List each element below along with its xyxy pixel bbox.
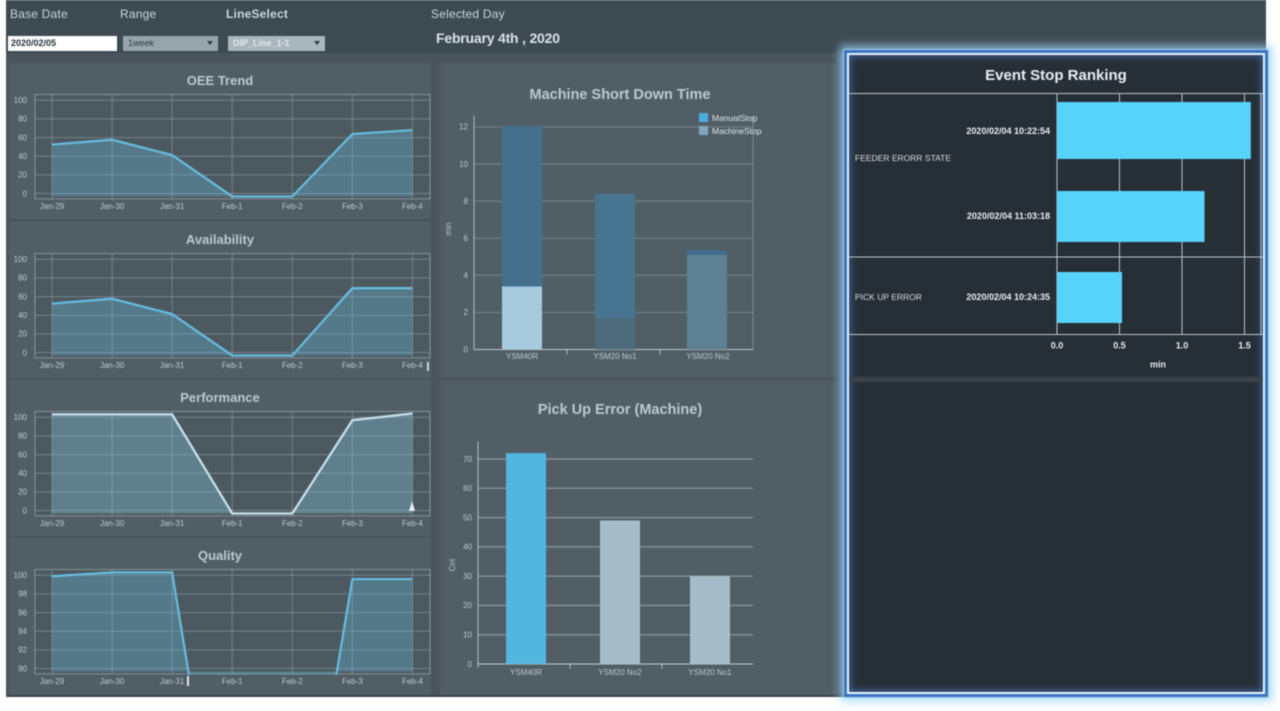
svg-text:YSM20 No2: YSM20 No2 [598,668,642,677]
svg-text:Pick Up Error (Machine): Pick Up Error (Machine) [538,402,703,418]
svg-text:0: 0 [23,348,28,357]
svg-text:Feb-3: Feb-3 [342,519,363,528]
svg-text:YSM20 No1: YSM20 No1 [593,352,637,361]
svg-text:min: min [444,223,453,236]
svg-text:FEEDER ERORR STATE: FEEDER ERORR STATE [855,153,951,163]
svg-text:80: 80 [18,115,27,124]
svg-text:20: 20 [463,601,472,610]
svg-text:Availability: Availability [186,232,255,247]
svg-text:92: 92 [18,646,27,655]
svg-text:Feb-3: Feb-3 [342,677,363,686]
svg-text:YSM20 No1: YSM20 No1 [688,668,732,677]
svg-text:80: 80 [18,274,27,283]
svg-text:Feb-1: Feb-1 [222,202,243,211]
svg-text:Jan-30: Jan-30 [100,677,125,686]
svg-text:YSM20 No2: YSM20 No2 [686,352,730,361]
svg-text:Feb-2: Feb-2 [282,519,303,528]
svg-text:60: 60 [18,133,27,142]
svg-text:90: 90 [18,664,27,673]
svg-text:98: 98 [18,590,27,599]
svg-text:Feb-2: Feb-2 [282,202,303,211]
svg-text:min: min [1150,360,1166,370]
svg-text:10: 10 [459,160,468,169]
svg-text:60: 60 [18,450,27,459]
svg-text:Jan-31: Jan-31 [160,677,185,686]
svg-text:1.0: 1.0 [1176,341,1189,351]
svg-text:40: 40 [18,469,27,478]
svg-text:20: 20 [18,330,27,339]
svg-text:Machine Short Down Time: Machine Short Down Time [529,87,710,103]
svg-text:60: 60 [463,484,472,493]
svg-text:10: 10 [463,631,472,640]
svg-text:40: 40 [18,152,27,161]
svg-text:100: 100 [14,96,28,105]
svg-text:96: 96 [18,608,27,617]
svg-text:Feb-1: Feb-1 [222,519,243,528]
svg-text:4: 4 [464,271,469,280]
svg-text:6: 6 [464,234,469,243]
svg-text:94: 94 [18,627,27,636]
svg-text:30: 30 [463,572,472,581]
svg-text:Jan-31: Jan-31 [160,519,185,528]
svg-text:Jan-30: Jan-30 [100,202,125,211]
svg-text:YSM40R: YSM40R [510,668,542,677]
svg-text:Feb-1: Feb-1 [222,361,243,370]
svg-text:Feb-2: Feb-2 [282,361,303,370]
svg-text:1.5: 1.5 [1238,341,1251,351]
svg-text:PICK UP ERROR: PICK UP ERROR [855,292,922,302]
svg-text:0: 0 [23,506,28,515]
svg-text:Cnt: Cnt [448,558,457,571]
svg-text:ManualStop: ManualStop [712,113,758,123]
svg-text:Jan-30: Jan-30 [100,519,125,528]
svg-text:20: 20 [18,488,27,497]
svg-text:YSM40R: YSM40R [506,352,538,361]
svg-text:Jan-29: Jan-29 [40,361,65,370]
svg-text:8: 8 [464,197,469,206]
svg-text:Feb-3: Feb-3 [342,361,363,370]
svg-text:40: 40 [18,311,27,320]
svg-text:Quality: Quality [198,548,243,563]
svg-text:100: 100 [14,571,28,580]
svg-text:Jan-29: Jan-29 [40,519,65,528]
svg-text:Jan-29: Jan-29 [40,677,65,686]
svg-text:0: 0 [464,345,469,354]
svg-text:2020/02/04 10:22:54: 2020/02/04 10:22:54 [966,126,1050,136]
svg-text:50: 50 [463,513,472,522]
svg-text:Jan-29: Jan-29 [40,202,65,211]
svg-text:Feb-4: Feb-4 [402,202,423,211]
svg-text:70: 70 [463,455,472,464]
svg-text:Feb-4: Feb-4 [402,677,423,686]
svg-text:Feb-4: Feb-4 [402,361,423,370]
svg-text:MachineStop: MachineStop [712,126,762,136]
svg-text:Feb-3: Feb-3 [342,202,363,211]
svg-text:0: 0 [23,189,28,198]
svg-text:40: 40 [463,543,472,552]
svg-text:60: 60 [18,292,27,301]
svg-text:Performance: Performance [180,390,259,405]
svg-text:0.0: 0.0 [1051,341,1064,351]
svg-text:100: 100 [14,413,28,422]
svg-text:Feb-2: Feb-2 [282,677,303,686]
svg-text:2020/02/04 10:24:35: 2020/02/04 10:24:35 [966,292,1050,302]
svg-text:OEE Trend: OEE Trend [187,73,254,88]
svg-text:Jan-31: Jan-31 [160,202,185,211]
svg-text:2: 2 [464,308,469,317]
svg-text:Feb-4: Feb-4 [402,519,423,528]
svg-text:Jan-31: Jan-31 [160,361,185,370]
svg-text:0.5: 0.5 [1113,341,1126,351]
svg-text:0: 0 [468,660,473,669]
svg-text:100: 100 [14,255,28,264]
svg-text:20: 20 [18,171,27,180]
svg-text:12: 12 [459,123,468,132]
svg-text:2020/02/04 11:03:18: 2020/02/04 11:03:18 [967,211,1050,221]
svg-text:80: 80 [18,432,27,441]
svg-text:Feb-1: Feb-1 [222,677,243,686]
svg-text:Jan-30: Jan-30 [100,361,125,370]
